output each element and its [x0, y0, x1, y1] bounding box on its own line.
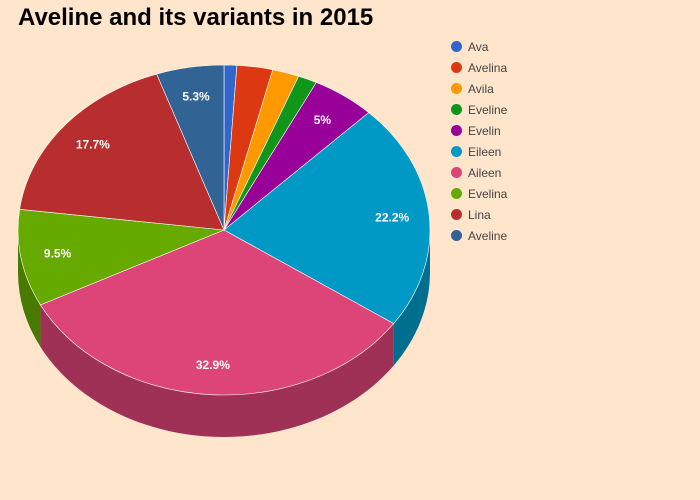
- slice-label-lina: 17.7%: [76, 138, 110, 152]
- legend-label: Eileen: [468, 144, 502, 159]
- pie-slice-evelina[interactable]: [17, 208, 225, 306]
- legend-swatch: [451, 62, 462, 73]
- legend-label: Avelina: [468, 60, 508, 75]
- legend-swatch: [451, 209, 462, 220]
- pie-top: [17, 64, 431, 396]
- slice-label-evelin: 5%: [314, 113, 332, 127]
- legend-item-evelin[interactable]: Evelin: [451, 120, 507, 141]
- legend-item-aveline[interactable]: Aveline: [451, 225, 507, 246]
- chart-title: Aveline and its variants in 2015: [18, 4, 374, 31]
- pie-slice-aileen[interactable]: [40, 229, 395, 396]
- legend-swatch: [451, 188, 462, 199]
- slice-label-eileen: 22.2%: [375, 210, 409, 224]
- pie-slice-aveline[interactable]: [156, 64, 225, 231]
- legend-swatch: [451, 104, 462, 115]
- pie-slice-lina[interactable]: [19, 73, 225, 231]
- legend-label: Aileen: [468, 165, 502, 180]
- legend-label: Evelin: [468, 123, 501, 138]
- pie-side-aileen: [40, 304, 394, 437]
- legend-swatch: [451, 167, 462, 178]
- legend-swatch: [451, 146, 462, 157]
- legend-item-eveline[interactable]: Eveline: [451, 99, 507, 120]
- legend-swatch: [451, 230, 462, 241]
- legend-label: Avila: [468, 81, 494, 96]
- legend-swatch: [451, 83, 462, 94]
- legend-label: Evelina: [468, 186, 508, 201]
- slice-label-aileen: 32.9%: [196, 358, 230, 372]
- legend-item-evelina[interactable]: Evelina: [451, 183, 507, 204]
- legend-item-eileen[interactable]: Eileen: [451, 141, 507, 162]
- slice-label-evelina: 9.5%: [44, 246, 72, 260]
- legend-label: Ava: [468, 39, 489, 54]
- legend-item-lina[interactable]: Lina: [451, 204, 507, 225]
- legend-swatch: [451, 125, 462, 136]
- legend-item-avelina[interactable]: Avelina: [451, 57, 507, 78]
- legend: Ava Avelina Avila Eveline Evelin Eileen Aileen…: [451, 36, 507, 246]
- legend-label: Aveline: [468, 228, 508, 243]
- legend-swatch: [451, 41, 462, 52]
- pie-side-evelina: [18, 230, 41, 347]
- legend-item-avila[interactable]: Avila: [451, 78, 507, 99]
- legend-item-ava[interactable]: Ava: [451, 36, 507, 57]
- legend-item-aileen[interactable]: Aileen: [451, 162, 507, 183]
- pie-slice-eileen[interactable]: [223, 112, 431, 324]
- legend-label: Lina: [468, 207, 491, 222]
- legend-label: Eveline: [468, 102, 508, 117]
- slice-label-aveline: 5.3%: [182, 90, 210, 104]
- pie-labels: 5% 22.2% 32.9% 9.5% 17.7% 5.3%: [44, 90, 410, 372]
